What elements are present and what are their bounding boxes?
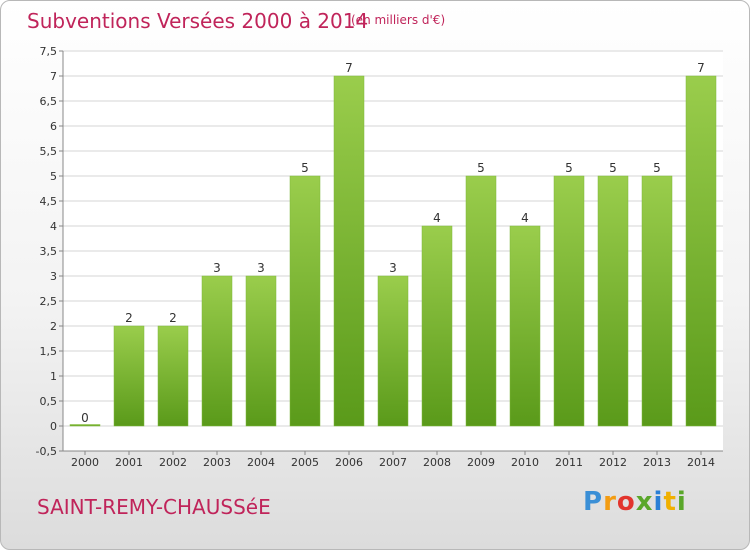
x-tick-label-2008: 2008 — [423, 456, 451, 469]
y-tick-label: 5 — [50, 170, 57, 183]
value-label-2008: 4 — [433, 211, 441, 225]
value-label-2006: 7 — [345, 61, 353, 75]
bar-2005 — [289, 175, 321, 427]
bar-2003 — [201, 275, 233, 427]
y-tick-label: -0,5 — [36, 445, 57, 458]
y-tick-label: 6,5 — [40, 95, 58, 108]
value-label-2012: 5 — [609, 161, 617, 175]
bar-2000 — [69, 424, 101, 427]
bar-2010 — [509, 225, 541, 427]
x-tick-label-2003: 2003 — [203, 456, 231, 469]
bar-2007 — [377, 275, 409, 427]
y-tick-label: 1,5 — [40, 345, 58, 358]
value-label-2002: 2 — [169, 311, 177, 325]
chart-subtitle: (en milliers d'€) — [351, 13, 446, 27]
x-tick-label-2000: 2000 — [71, 456, 99, 469]
bar-2002 — [157, 325, 189, 427]
x-tick-label-2002: 2002 — [159, 456, 187, 469]
bar-2014 — [685, 75, 717, 427]
bar-2006 — [333, 75, 365, 427]
value-label-2007: 3 — [389, 261, 397, 275]
bar-2001 — [113, 325, 145, 427]
x-tick-label-2001: 2001 — [115, 456, 143, 469]
bar-2012 — [597, 175, 629, 427]
bar-2008 — [421, 225, 453, 427]
value-label-2005: 5 — [301, 161, 309, 175]
place-name: SAINT-REMY-CHAUSSéE — [37, 495, 271, 519]
bar-2011 — [553, 175, 585, 427]
y-tick-label: 6 — [50, 120, 57, 133]
x-tick-label-2005: 2005 — [291, 456, 319, 469]
bar-2004 — [245, 275, 277, 427]
value-label-2009: 5 — [477, 161, 485, 175]
y-tick-label: 0 — [50, 420, 57, 433]
y-tick-label: 7,5 — [40, 45, 58, 58]
value-label-2011: 5 — [565, 161, 573, 175]
x-tick-label-2011: 2011 — [555, 456, 583, 469]
y-tick-label: 7 — [50, 70, 57, 83]
y-tick-label: 4,5 — [40, 195, 58, 208]
x-tick-label-2009: 2009 — [467, 456, 495, 469]
y-tick-label: 5,5 — [40, 145, 58, 158]
y-tick-label: 3,5 — [40, 245, 58, 258]
x-tick-label-2007: 2007 — [379, 456, 407, 469]
y-tick-label: 0,5 — [40, 395, 58, 408]
chart-title: Subventions Versées 2000 à 2014 — [27, 9, 369, 33]
value-label-2001: 2 — [125, 311, 133, 325]
value-label-2003: 3 — [213, 261, 221, 275]
proxiti-logo: Proxiti — [583, 487, 687, 517]
y-tick-label: 2,5 — [40, 295, 58, 308]
x-tick-label-2013: 2013 — [643, 456, 671, 469]
y-tick-label: 4 — [50, 220, 57, 233]
x-tick-label-2010: 2010 — [511, 456, 539, 469]
x-tick-label-2004: 2004 — [247, 456, 275, 469]
value-label-2014: 7 — [697, 61, 705, 75]
value-label-2004: 3 — [257, 261, 265, 275]
bar-2009 — [465, 175, 497, 427]
y-tick-label: 1 — [50, 370, 57, 383]
x-tick-label-2014: 2014 — [687, 456, 715, 469]
y-tick-label: 3 — [50, 270, 57, 283]
x-tick-label-2006: 2006 — [335, 456, 363, 469]
x-tick-label-2012: 2012 — [599, 456, 627, 469]
value-label-2013: 5 — [653, 161, 661, 175]
y-tick-label: 2 — [50, 320, 57, 333]
value-label-2000: 0 — [81, 411, 89, 425]
bar-2013 — [641, 175, 673, 427]
value-label-2010: 4 — [521, 211, 529, 225]
